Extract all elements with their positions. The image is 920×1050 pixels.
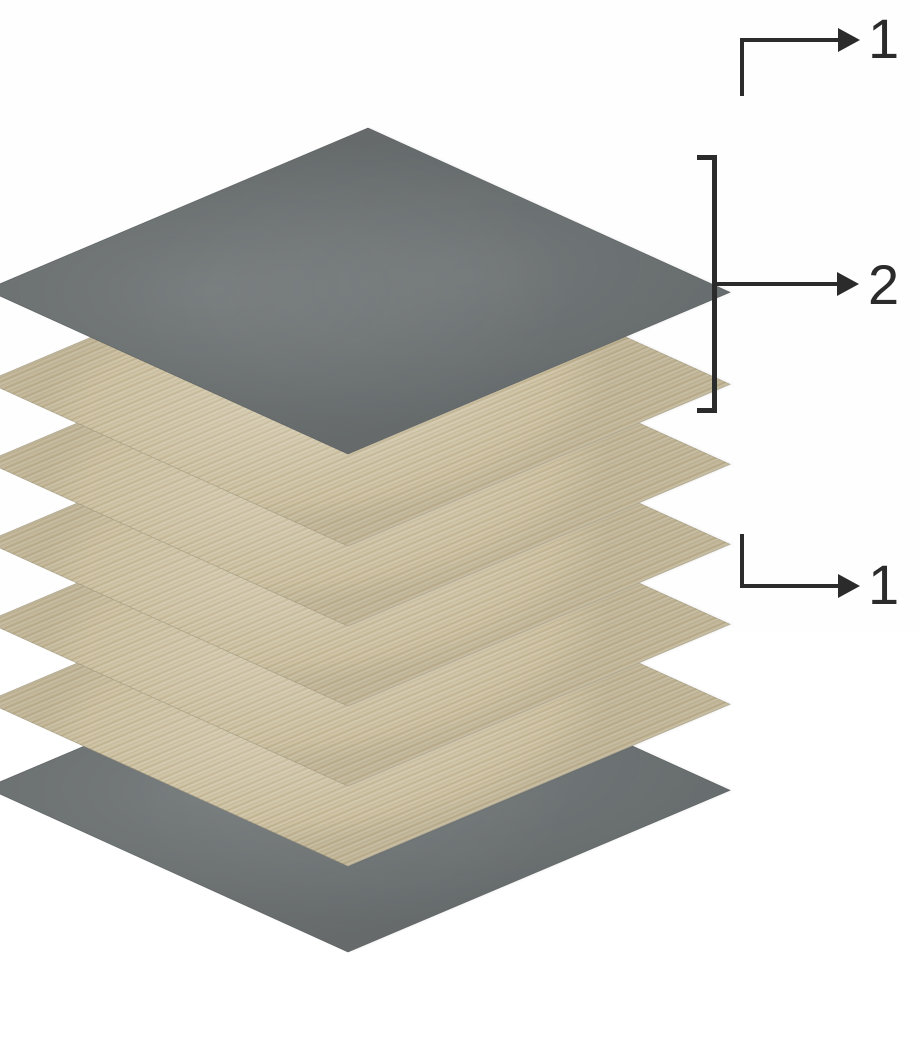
callout-mid-arrowhead [837, 272, 859, 296]
callout-top-arrowhead [838, 28, 860, 52]
label-2: 2 [868, 252, 899, 317]
callout-bottom-vertical [740, 534, 744, 588]
diagram-canvas: 1 2 1 [0, 0, 920, 633]
top-solid-layer [92, 30, 624, 552]
label-1-bottom: 1 [868, 552, 899, 617]
callout-top-arrow [740, 38, 838, 42]
callout-mid-arrow [717, 282, 837, 286]
callout-bottom-arrowhead [838, 574, 860, 598]
callout-bottom-arrow [740, 584, 838, 588]
label-1-top: 1 [868, 6, 899, 71]
callout-top-vertical [740, 38, 744, 96]
